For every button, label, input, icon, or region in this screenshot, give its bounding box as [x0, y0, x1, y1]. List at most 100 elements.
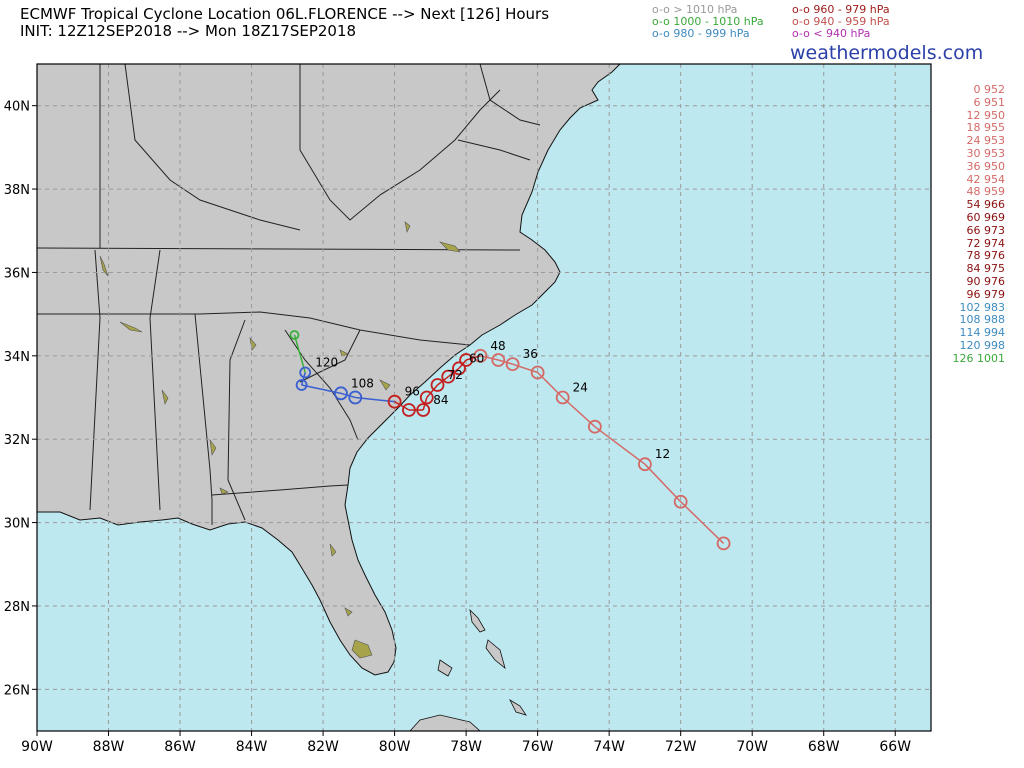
lakes	[99, 221, 461, 659]
pressure-list-item: 66 973	[966, 223, 1006, 237]
x-tick-label: 80W	[379, 739, 411, 755]
track-point[interactable]	[289, 330, 300, 340]
track-segment	[426, 384, 439, 398]
y-tick-label: 28N	[4, 600, 30, 615]
track-point[interactable]	[473, 348, 488, 363]
brand-watermark[interactable]: weathermodels.com	[790, 42, 984, 64]
pressure-list-item: 12 950	[966, 108, 1006, 122]
chart-title: ECMWF Tropical Cyclone Location 06L.FLOR…	[20, 5, 550, 23]
track-segment	[480, 355, 499, 361]
track-hour-label: 108	[351, 376, 374, 390]
track-segment	[293, 334, 306, 373]
track-point[interactable]	[441, 369, 456, 384]
track-point[interactable]	[673, 494, 688, 509]
track-point[interactable]	[387, 394, 402, 409]
pressure-list-item: 42 954	[966, 172, 1006, 186]
x-tick-label: 88W	[93, 739, 125, 755]
x-tick-label: 78W	[450, 739, 482, 755]
track-point[interactable]	[638, 457, 652, 472]
legend-940-959: o-o 940 - 959 hPa	[792, 15, 890, 28]
pressure-list-item: 24 953	[966, 134, 1006, 148]
track-hour-label: 48	[490, 339, 505, 353]
track-point[interactable]	[587, 419, 602, 434]
legend-960-979: o-o 960 - 979 hPa	[792, 3, 890, 16]
track-hour-label: 120	[315, 355, 338, 369]
x-tick-label: 86W	[164, 739, 196, 755]
pressure-list-item: 72 974	[966, 236, 1006, 250]
pressure-list-item: 54 966	[966, 198, 1006, 212]
track-point[interactable]	[452, 361, 466, 376]
pressure-list-item: 102 983	[959, 300, 1006, 314]
track-point[interactable]	[716, 536, 731, 551]
cuba-edge	[409, 714, 481, 731]
x-tick-label: 70W	[736, 739, 768, 755]
track-point[interactable]	[402, 403, 416, 417]
x-tick-label: 68W	[808, 739, 840, 755]
y-tick-label: 32N	[4, 433, 30, 448]
track-segment	[300, 372, 306, 386]
track-point[interactable]	[419, 390, 434, 405]
pressure-list-item: 0 952	[973, 83, 1006, 96]
x-tick-label: 84W	[236, 739, 268, 755]
pressure-list-item: 6 951	[973, 95, 1006, 109]
track-hour-label: 84	[433, 393, 448, 407]
y-tick-label: 40N	[4, 100, 30, 115]
pressure-list-item: 18 955	[966, 121, 1006, 135]
track-point[interactable]	[555, 390, 570, 405]
pressure-list-item: 36 950	[966, 159, 1006, 173]
pressure-list-item: 30 953	[966, 147, 1006, 160]
x-tick-label: 66W	[879, 739, 911, 755]
legend-980-999: o-o 980 - 999 hPa	[652, 27, 750, 40]
track-hour-label: 12	[655, 447, 670, 461]
track-segment	[512, 363, 538, 374]
y-tick-label: 30N	[4, 517, 30, 532]
pressure-list-item: 78 976	[966, 249, 1006, 263]
y-tick-label: 36N	[4, 266, 30, 281]
y-tick-label: 34N	[4, 350, 30, 365]
track-segment	[594, 426, 646, 465]
x-tick-label: 74W	[593, 739, 625, 755]
pressure-list-item: 114 994	[959, 326, 1006, 340]
track-point[interactable]	[295, 379, 308, 391]
legend-lt-940: o-o < 940 hPa	[792, 27, 871, 40]
track-hour-label: 72	[448, 368, 463, 382]
pressure-list-item: 108 988	[959, 313, 1006, 327]
track-point[interactable]	[491, 353, 506, 367]
bahamas-islands	[437, 608, 527, 716]
pressure-list-item: 90 976	[966, 275, 1006, 288]
legend-gt-1010: o-o > 1010 hPa	[652, 3, 738, 16]
track-point[interactable]	[430, 378, 445, 392]
track-point[interactable]	[416, 403, 431, 417]
track-hour-label: 60	[469, 351, 484, 365]
map-frame	[36, 63, 932, 732]
legend-1000-1010: o-o 1000 - 1010 hPa	[652, 15, 764, 28]
axis-ticks: 90W 88W 86W 84W 82W 80W 78W 76W 74W 72W 70W 68W 66W 4…	[4, 100, 911, 755]
track-point[interactable]	[299, 366, 312, 379]
y-tick-label: 26N	[4, 683, 30, 698]
x-tick-label: 82W	[307, 739, 339, 755]
track-hour-label: 96	[405, 385, 420, 399]
state-borders	[37, 64, 541, 525]
track-point[interactable]	[459, 353, 474, 367]
pressure-list-item: 126 1001	[952, 351, 1006, 365]
track-point[interactable]	[334, 386, 348, 401]
track-segment	[465, 355, 481, 361]
track-point[interactable]	[530, 365, 545, 380]
lat-lon-grid	[37, 64, 931, 731]
track-segment	[340, 392, 356, 399]
track-segment	[562, 396, 596, 428]
track-segment	[498, 359, 513, 365]
track-segment	[680, 501, 725, 544]
track-point[interactable]	[348, 390, 363, 405]
track-hour-label: 24	[573, 381, 588, 395]
x-tick-label: 76W	[522, 739, 554, 755]
pressure-list-item: 60 969	[966, 211, 1006, 224]
track-point[interactable]	[505, 357, 520, 372]
pressure-list-item: 84 975	[966, 262, 1006, 276]
x-tick-label: 72W	[665, 739, 697, 755]
track-hour-label: 36	[523, 347, 538, 361]
init-time-subtitle: INIT: 12Z12SEP2018 --> Mon 18Z17SEP2018	[20, 22, 357, 40]
y-tick-label: 38N	[4, 183, 30, 198]
